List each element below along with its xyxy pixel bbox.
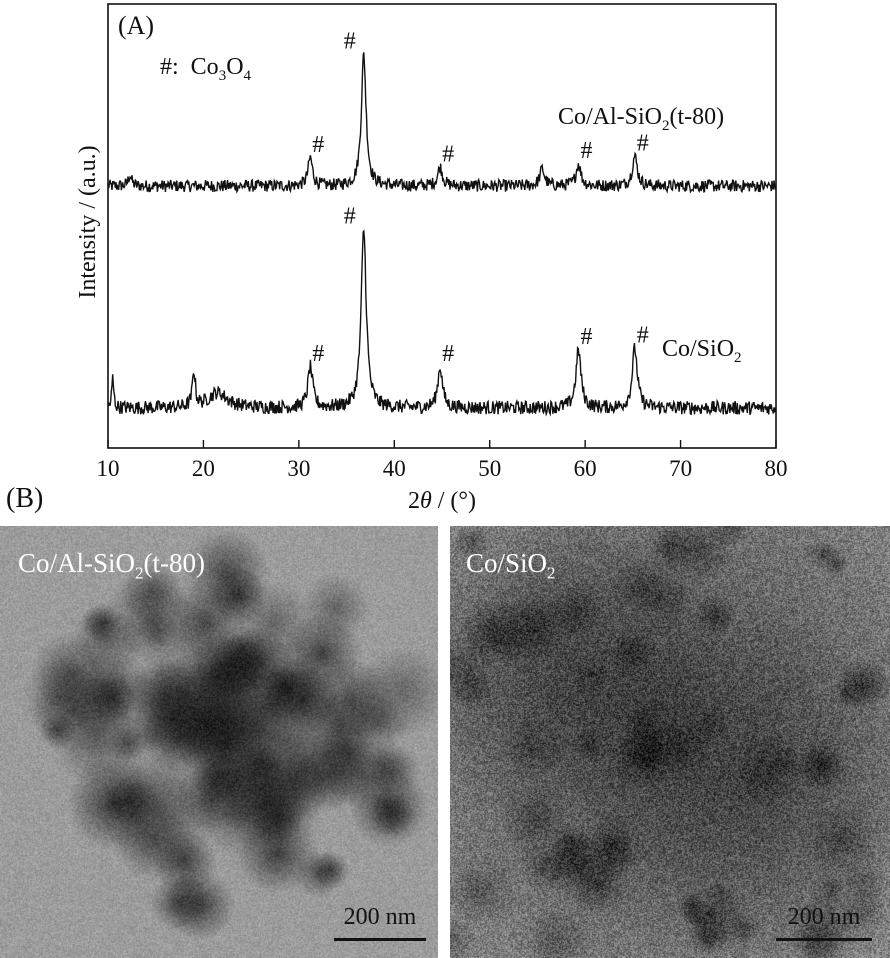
panel-b-label: (B) <box>6 483 44 514</box>
x-tick-label: 70 <box>669 456 692 481</box>
peak-marker: # <box>442 141 454 167</box>
x-axis-label: 2θ / (°) <box>408 488 476 514</box>
peak-marker: # <box>580 138 592 164</box>
x-tick-label: 40 <box>383 456 406 481</box>
tem-2-label-sub: 2 <box>547 563 556 583</box>
x-tick-label: 20 <box>192 456 215 481</box>
panel-a-label: (A) <box>118 11 154 40</box>
peak-marker: # <box>637 323 649 349</box>
tem-1-scale-bar-label: 200 nm <box>343 904 417 930</box>
x-axis-label-2: 2 <box>408 488 420 514</box>
legend-formula-4: 4 <box>244 68 252 84</box>
tem-micrograph-1 <box>0 526 438 958</box>
tem-2-scale-bar-label: 200 nm <box>787 904 861 930</box>
x-tick-label: 50 <box>478 456 501 481</box>
xrd-chart: # # # # # # # # # # 10 20 30 40 50 60 70 80 (A) #: Co3O4… <box>75 3 788 514</box>
x-tick-label: 30 <box>287 456 310 481</box>
tem-1-label-sub: 2 <box>135 563 144 583</box>
peak-marker: # <box>344 204 356 230</box>
tem-1-label: Co/Al-SiO2(t-80) <box>18 548 205 583</box>
legend-formula-1: Co <box>191 54 219 80</box>
series-2-label-sub: 2 <box>734 350 742 366</box>
plot-frame <box>107 3 777 449</box>
legend-formula-2: 3 <box>219 68 227 84</box>
series-1-label-sub: 2 <box>662 118 670 134</box>
series-2-label-a: Co/SiO <box>662 336 734 362</box>
x-tick-label: 60 <box>574 456 597 481</box>
peak-marker: # <box>580 324 592 350</box>
peak-marker: # <box>312 341 324 367</box>
peak-marker: # <box>442 341 454 367</box>
tem-image-co-sio2: Co/SiO2 200 nm <box>450 526 890 958</box>
series-1-label-a: Co/Al-SiO <box>558 104 662 130</box>
series-1-label-b: (t-80) <box>670 104 725 130</box>
legend-text: #: Co3O4 <box>160 54 252 84</box>
tem-micrograph-2 <box>450 526 890 958</box>
y-axis-label: Intensity / (a.u.) <box>75 145 101 298</box>
x-axis-label-theta: θ <box>420 488 432 514</box>
tem-1-scale-bar <box>334 938 426 941</box>
tem-2-scale-bar <box>776 938 872 941</box>
series-label-co-sio2: Co/SiO2 <box>662 336 742 366</box>
peak-marker: # <box>637 130 649 156</box>
peak-marker: # <box>312 132 324 158</box>
series-label-co-al-sio2: Co/Al-SiO2(t-80) <box>558 104 724 134</box>
tem-1-label-a: Co/Al-SiO <box>18 548 136 578</box>
x-tick-label: 80 <box>765 456 788 481</box>
x-tick-label: 10 <box>97 456 120 481</box>
xrd-trace-1 <box>107 52 777 194</box>
tem-1-label-b: (t-80) <box>143 548 206 578</box>
tem-image-co-al-sio2: Co/Al-SiO2(t-80) 200 nm <box>0 526 438 958</box>
tem-2-label-a: Co/SiO <box>466 548 548 578</box>
tem-2-label: Co/SiO2 <box>466 548 556 583</box>
legend-symbol: #: <box>160 54 179 80</box>
legend-formula-3: O <box>226 54 243 80</box>
peak-marker: # <box>344 28 356 54</box>
xrd-trace-2 <box>107 229 777 417</box>
x-axis-label-unit: / (°) <box>432 488 476 514</box>
